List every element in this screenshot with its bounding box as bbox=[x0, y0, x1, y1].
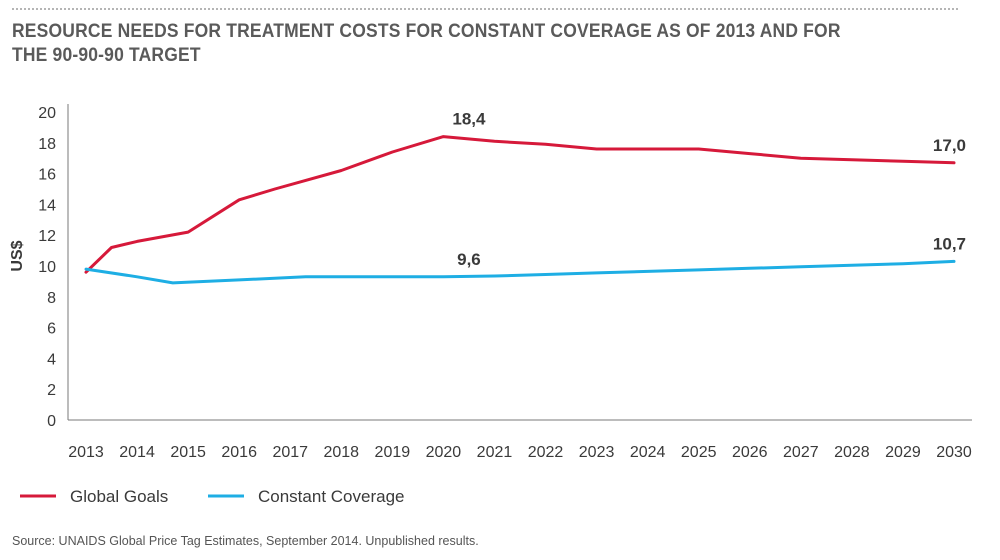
y-tick-label: 8 bbox=[47, 290, 56, 307]
x-tick-label: 2022 bbox=[528, 444, 564, 461]
x-tick-label: 2018 bbox=[323, 444, 359, 461]
y-tick-label: 6 bbox=[47, 321, 56, 338]
data-label: 10,7 bbox=[933, 234, 966, 253]
x-tick-label: 2025 bbox=[681, 444, 717, 461]
x-tick-label: 2026 bbox=[732, 444, 768, 461]
x-tick-label: 2016 bbox=[221, 444, 257, 461]
x-tick-label: 2030 bbox=[936, 444, 972, 461]
x-tick-label: 2013 bbox=[68, 444, 104, 461]
y-tick-label: 12 bbox=[38, 228, 56, 245]
x-tick-label: 2029 bbox=[885, 444, 921, 461]
global-goals-line bbox=[84, 135, 956, 274]
data-label: 18,4 bbox=[452, 110, 486, 129]
y-tick-label: 0 bbox=[47, 413, 56, 430]
title-divider bbox=[12, 8, 958, 10]
x-tick-label: 2024 bbox=[630, 444, 666, 461]
x-tick-label: 2017 bbox=[272, 444, 308, 461]
x-tick-label: 2019 bbox=[375, 444, 411, 461]
data-label: 9,6 bbox=[457, 250, 481, 269]
y-tick-label: 16 bbox=[38, 167, 56, 184]
data-label: 17,0 bbox=[933, 136, 966, 155]
x-tick-label: 2020 bbox=[426, 444, 462, 461]
y-tick-label: 2 bbox=[47, 382, 56, 399]
x-tick-label: 2014 bbox=[119, 444, 155, 461]
y-tick-label: 4 bbox=[47, 351, 56, 368]
x-tick-label: 2028 bbox=[834, 444, 870, 461]
y-tick-label: 14 bbox=[38, 197, 56, 214]
legend-label: Constant Coverage bbox=[258, 487, 404, 506]
x-tick-label: 2027 bbox=[783, 444, 819, 461]
y-tick-label: 10 bbox=[38, 259, 56, 276]
legend-label: Global Goals bbox=[70, 487, 168, 506]
source-note: Source: UNAIDS Global Price Tag Estimate… bbox=[12, 534, 479, 548]
x-tick-label: 2015 bbox=[170, 444, 206, 461]
x-tick-label: 2021 bbox=[477, 444, 513, 461]
y-tick-label: 18 bbox=[38, 136, 56, 153]
chart-title: RESOURCE NEEDS FOR TREATMENT COSTS FOR C… bbox=[12, 21, 841, 66]
line-chart: 0 2 4 6 8 10 12 14 16 18 20 2013 2014 2015 2016 2017 201… bbox=[9, 104, 972, 506]
x-tick-label: 2023 bbox=[579, 444, 615, 461]
y-tick-label: 20 bbox=[38, 105, 56, 122]
constant-coverage-line bbox=[84, 259, 956, 285]
y-axis-title: US$ bbox=[9, 240, 26, 271]
